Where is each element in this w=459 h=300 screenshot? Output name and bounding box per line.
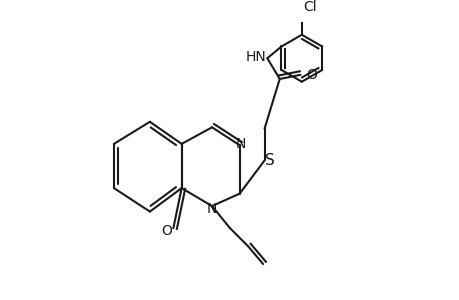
- Text: N: N: [207, 202, 217, 216]
- Text: O: O: [305, 68, 316, 82]
- Text: S: S: [265, 153, 274, 168]
- Text: Cl: Cl: [302, 0, 316, 14]
- Text: HN: HN: [245, 50, 265, 64]
- Text: N: N: [235, 137, 246, 151]
- Text: O: O: [161, 224, 172, 238]
